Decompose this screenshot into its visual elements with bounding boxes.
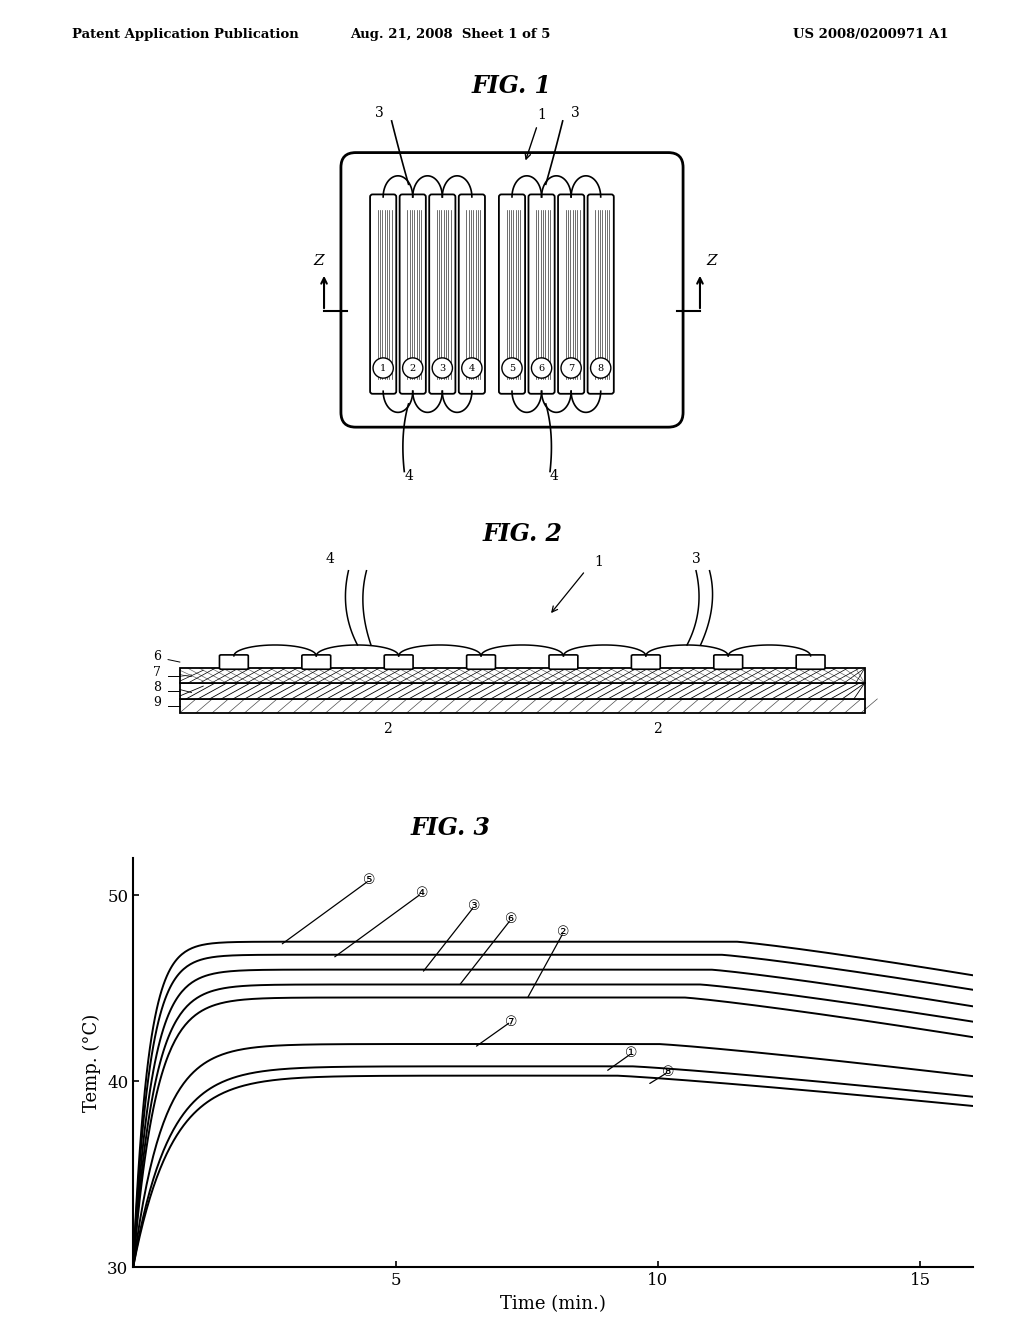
Text: 4: 4: [404, 469, 413, 483]
Circle shape: [561, 358, 582, 378]
FancyBboxPatch shape: [714, 655, 742, 669]
Circle shape: [591, 358, 611, 378]
Text: 3: 3: [691, 552, 700, 566]
X-axis label: Time (min.): Time (min.): [500, 1295, 606, 1312]
Text: 2: 2: [410, 363, 416, 372]
Text: Aug. 21, 2008  Sheet 1 of 5: Aug. 21, 2008 Sheet 1 of 5: [350, 28, 551, 41]
FancyBboxPatch shape: [499, 194, 525, 393]
FancyBboxPatch shape: [384, 655, 413, 669]
Text: 6: 6: [539, 363, 545, 372]
FancyBboxPatch shape: [588, 194, 613, 393]
Text: ②: ②: [557, 925, 569, 940]
FancyBboxPatch shape: [399, 194, 426, 393]
FancyBboxPatch shape: [467, 655, 496, 669]
FancyBboxPatch shape: [370, 194, 396, 393]
Text: 2: 2: [653, 722, 662, 735]
FancyBboxPatch shape: [528, 194, 555, 393]
Text: 8: 8: [154, 681, 162, 694]
Y-axis label: Temp. (°C): Temp. (°C): [83, 1014, 101, 1111]
Text: 7: 7: [154, 665, 161, 678]
Bar: [180, 684, 864, 700]
Text: ①: ①: [626, 1047, 638, 1060]
Text: US 2008/0200971 A1: US 2008/0200971 A1: [793, 28, 948, 41]
Text: 9: 9: [154, 696, 161, 709]
FancyBboxPatch shape: [549, 655, 578, 669]
Text: 5: 5: [509, 363, 515, 372]
FancyBboxPatch shape: [632, 655, 660, 669]
Text: ⑦: ⑦: [505, 1015, 517, 1028]
Circle shape: [462, 358, 482, 378]
Text: ⑧: ⑧: [663, 1065, 675, 1078]
FancyBboxPatch shape: [219, 655, 248, 669]
Text: 4: 4: [550, 469, 559, 483]
Text: Patent Application Publication: Patent Application Publication: [72, 28, 298, 41]
Text: 8: 8: [598, 363, 604, 372]
FancyBboxPatch shape: [341, 153, 683, 428]
Text: 4: 4: [469, 363, 475, 372]
Text: ⑤: ⑤: [364, 874, 376, 887]
Text: 1: 1: [538, 108, 546, 121]
Text: FIG. 1: FIG. 1: [472, 74, 552, 99]
Text: FIG. 2: FIG. 2: [482, 523, 562, 546]
Text: ⑥: ⑥: [505, 912, 517, 927]
FancyBboxPatch shape: [302, 655, 331, 669]
Circle shape: [402, 358, 423, 378]
Text: 6: 6: [154, 649, 162, 663]
Text: 1: 1: [380, 363, 386, 372]
Text: Z: Z: [707, 253, 717, 268]
FancyBboxPatch shape: [429, 194, 456, 393]
Text: 3: 3: [571, 106, 580, 120]
Text: 2: 2: [383, 722, 391, 735]
Text: 1: 1: [594, 554, 603, 569]
FancyBboxPatch shape: [558, 194, 585, 393]
Text: ③: ③: [468, 899, 480, 913]
Bar: [180, 700, 864, 713]
FancyBboxPatch shape: [459, 194, 485, 393]
Circle shape: [432, 358, 453, 378]
Text: Z: Z: [313, 253, 325, 268]
Bar: [180, 668, 864, 684]
Circle shape: [502, 358, 522, 378]
Circle shape: [531, 358, 552, 378]
Text: 3: 3: [439, 363, 445, 372]
Text: 3: 3: [375, 106, 383, 120]
Text: 4: 4: [326, 552, 335, 566]
Text: ④: ④: [416, 886, 428, 900]
Text: FIG. 3: FIG. 3: [411, 816, 490, 841]
Text: 7: 7: [568, 363, 574, 372]
Circle shape: [373, 358, 393, 378]
FancyBboxPatch shape: [797, 655, 825, 669]
